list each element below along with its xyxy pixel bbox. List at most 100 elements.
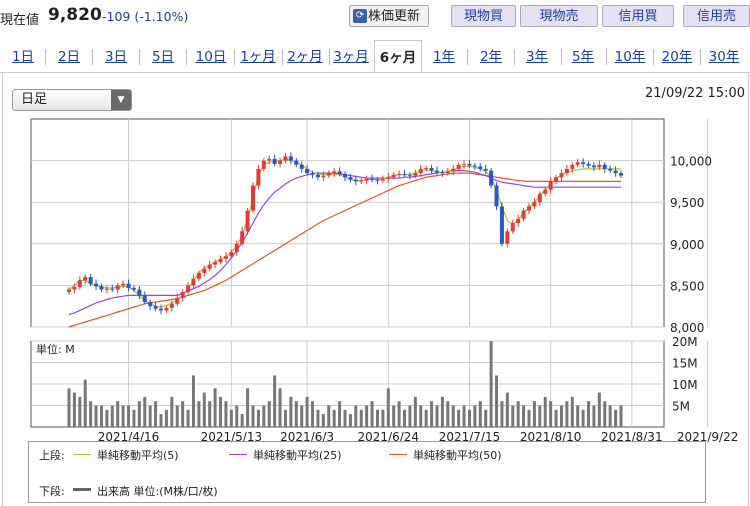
candle-body [299,164,304,169]
volume-bar [354,405,358,427]
volume-bar [473,405,477,427]
candle-body [305,168,310,174]
volume-bar [549,401,553,427]
candle-body [397,173,402,175]
volume-bar [484,409,488,427]
volume-bar [511,405,515,427]
x-tick-label: 2021/6/3 [280,430,334,444]
volume-bar [246,388,250,427]
volume-bar [186,409,190,427]
volume-bar [619,405,623,427]
volume-bar [413,396,417,427]
candle-body [164,307,169,311]
candle-body [456,164,461,169]
volume-bar [219,396,223,427]
volume-bar [191,375,195,427]
tab-2m[interactable]: 2ヶ月 [287,49,323,65]
volume-bar [251,405,255,427]
price-change: -109 (-1.10%) [102,9,189,24]
candle-body [202,268,207,273]
candle-body [196,272,201,279]
candle-body [321,175,326,178]
volume-bar [224,401,228,427]
volume-bar [229,409,233,427]
candle-body [229,252,234,257]
spot-sell-button[interactable]: 現物売 [520,5,598,27]
candle-body [337,171,342,174]
volume-bar [240,414,244,427]
candle-body [121,283,126,286]
candle-body [223,256,228,259]
volume-bar [495,375,499,427]
candle-body [483,168,488,171]
candle-body [440,172,445,174]
volume-bar [132,409,136,427]
volume-bar [424,409,428,427]
candle-body [240,231,245,244]
tab-2d[interactable]: 2日 [57,49,81,65]
candle-body [83,277,88,281]
volume-bar [451,405,455,427]
volume-bar [110,405,114,427]
candle-body [613,170,618,174]
candle-body [234,243,239,253]
tab-30y[interactable]: 30年 [708,49,740,65]
candle-body [559,173,564,178]
tab-3m[interactable]: 3ヶ月 [333,49,369,65]
candle-body [131,287,136,290]
tab-6m[interactable]: 6ヶ月 [374,40,422,72]
volume-bar [581,409,585,427]
period-select[interactable]: 日足 ▼ [12,89,132,111]
volume-bar [78,396,82,427]
tab-3d[interactable]: 3日 [104,49,128,65]
tab-10d[interactable]: 10日 [195,49,227,65]
tab-5y[interactable]: 5年 [571,49,595,65]
tab-5d[interactable]: 5日 [151,49,175,65]
tab-3y[interactable]: 3年 [525,49,549,65]
margin-sell-button[interactable]: 信用売 [683,5,750,27]
candle-body [186,285,191,293]
legend-lower-label: 下段: [39,485,65,498]
tab-1m[interactable]: 1ヶ月 [240,49,276,65]
volume-bar [500,401,504,427]
volume-bar [305,396,309,427]
legend-volume: 出来高 単位:(M株/口/枚) [97,485,218,498]
candle-body [272,158,277,164]
top-bar: 現在値 9,820 -109 (-1.10%) ⟳ 株価更新 現物買 現物売 信用… [0,0,750,34]
tab-1y[interactable]: 1年 [432,49,456,65]
legend-ma50-swatch [389,454,407,455]
update-price-button[interactable]: ⟳ 株価更新 [349,5,429,27]
tab-1d[interactable]: 1日 [11,49,35,65]
volume-bar [316,409,320,427]
volume-bar [137,401,141,427]
chart-legend: 上段: 単純移動平均(5) 単純移動平均(25) 単純移動平均(50) 下段: … [28,441,706,503]
volume-bar [576,405,580,427]
volume-bar [440,396,444,427]
x-tick-label: 2021/6/24 [358,430,420,444]
volume-bar [321,414,325,427]
margin-buy-button[interactable]: 信用買 [602,5,674,27]
y-tick-label: 9,500 [670,196,704,210]
tab-20y[interactable]: 20年 [661,49,693,65]
volume-bar [527,409,531,427]
current-price-label: 現在値 [0,13,40,28]
volume-bar [457,409,461,427]
candle-body [391,174,396,178]
candle-body [554,177,559,182]
tab-2y[interactable]: 2年 [479,49,503,65]
volume-bar [505,392,509,427]
volume-bar [89,401,93,427]
volume-bar [99,405,103,427]
candle-body [548,181,553,190]
spot-buy-button[interactable]: 現物買 [451,5,516,27]
tab-10y[interactable]: 10年 [614,49,646,65]
volume-bar [532,401,536,427]
refresh-icon: ⟳ [353,9,367,23]
legend-ma50: 単純移動平均(50) [413,449,502,462]
volume-bar [154,401,158,427]
y-tick-label: 8,000 [670,321,704,335]
candle-body [608,168,613,171]
legend-ma25-swatch [229,454,247,455]
x-tick-label: 2021/4/16 [98,430,160,444]
candle-body [424,168,429,170]
